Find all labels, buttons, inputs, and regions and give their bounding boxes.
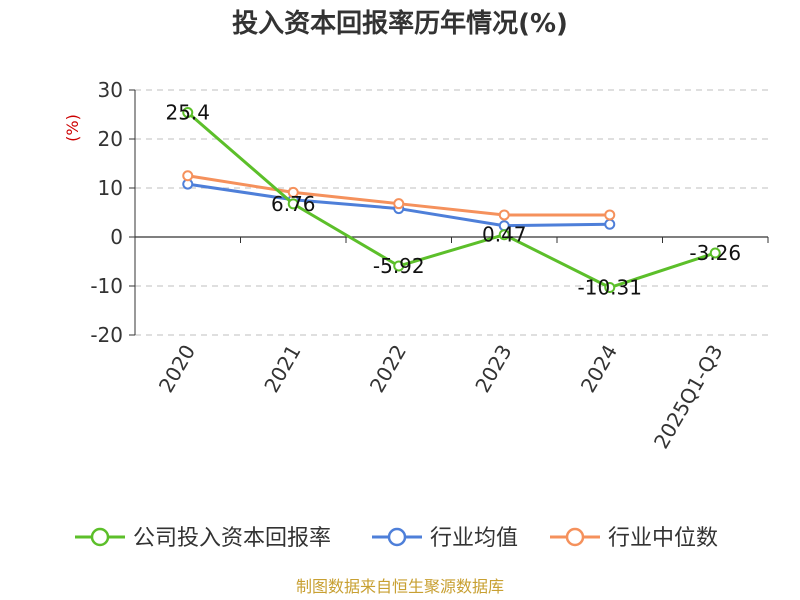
x-tick-label: 2023 (470, 341, 516, 397)
data-point[interactable] (604, 282, 616, 294)
legend-marker[interactable] (90, 527, 110, 547)
data-label: -10.31 (578, 276, 642, 300)
grid-lines (135, 89, 768, 336)
y-tick-label: 0 (110, 225, 123, 249)
data-point[interactable] (604, 209, 616, 221)
data-point[interactable] (182, 170, 194, 182)
data-labels: 25.4 6.76 -5.92 0.47 -10.31 -3.26 (165, 101, 741, 300)
y-axis-label: (%) (63, 114, 82, 142)
legend-label[interactable]: 公司投入资本回报率 (133, 526, 331, 551)
x-axis: 2020 2021 2022 2023 2024 2025Q1-Q3 (134, 236, 769, 453)
x-tick-label: 2022 (365, 341, 411, 397)
data-point[interactable] (287, 186, 299, 198)
data-point[interactable] (709, 247, 721, 259)
data-label: 0.47 (482, 223, 527, 247)
legend-label[interactable]: 行业均值 (430, 526, 518, 551)
data-point[interactable] (393, 260, 405, 272)
data-point[interactable] (604, 218, 616, 230)
y-tick-label: 10 (98, 176, 123, 200)
x-tick-label: 2020 (154, 341, 200, 397)
y-tick-label: -10 (90, 274, 123, 298)
data-point[interactable] (498, 209, 510, 221)
data-label: 6.76 (271, 192, 316, 216)
series-layer (182, 107, 721, 294)
series-line (186, 111, 716, 290)
y-tick-label: 30 (98, 78, 123, 102)
data-point[interactable] (287, 198, 299, 210)
source-note: 制图数据来自恒生聚源数据库 (296, 577, 504, 596)
x-tick-label: 2021 (259, 341, 305, 397)
y-tick-label: 20 (98, 127, 123, 151)
legend-marker[interactable] (387, 527, 407, 547)
legend-label[interactable]: 行业中位数 (608, 526, 718, 551)
x-tick-label: 2025Q1-Q3 (649, 341, 728, 453)
y-tick-label: -20 (90, 323, 123, 347)
data-label: 25.4 (165, 101, 210, 125)
chart-title: 投入资本回报率历年情况(%) (232, 8, 568, 39)
data-label: -5.92 (373, 254, 425, 278)
data-point[interactable] (182, 107, 194, 119)
data-point[interactable] (393, 198, 405, 210)
legend-marker[interactable] (565, 527, 585, 547)
y-axis-ticks: 30 20 10 0 -10 -20 (90, 78, 136, 347)
x-tick-label: 2024 (576, 341, 622, 397)
data-label: -3.26 (689, 241, 741, 265)
legend: 公司投入资本回报率 行业均值 行业中位数 (75, 526, 718, 551)
data-point[interactable] (498, 229, 510, 241)
